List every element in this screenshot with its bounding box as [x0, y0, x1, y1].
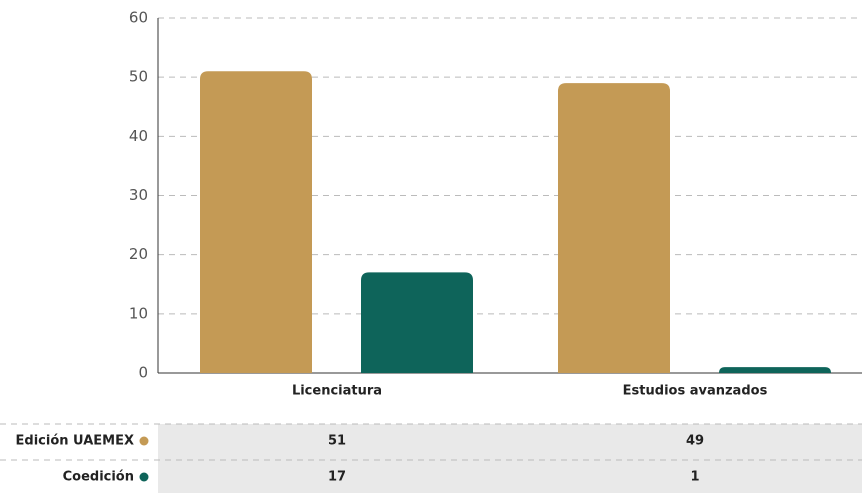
y-tick-label: 0: [138, 364, 148, 382]
table-value: 1: [690, 470, 699, 485]
legend-marker: [139, 472, 149, 482]
bar: [200, 71, 312, 373]
y-tick-label: 60: [129, 9, 148, 27]
table-value: 49: [686, 434, 704, 449]
legend-marker: [139, 436, 149, 446]
bar: [719, 367, 831, 373]
y-tick-label: 40: [129, 127, 148, 145]
x-tick-label: Estudios avanzados: [623, 384, 768, 399]
y-tick-label: 10: [129, 304, 148, 322]
table-value: 17: [328, 470, 346, 485]
legend-label: Coedición: [63, 470, 134, 485]
x-tick-label: Licenciatura: [292, 384, 382, 399]
table-value: 51: [328, 434, 346, 449]
bar: [558, 83, 670, 373]
legend-label: Edición UAEMEX: [16, 434, 134, 449]
table-background: [158, 424, 862, 493]
y-tick-label: 50: [129, 68, 148, 86]
y-tick-label: 30: [129, 186, 148, 204]
bar: [361, 272, 473, 373]
y-tick-label: 20: [129, 245, 148, 263]
